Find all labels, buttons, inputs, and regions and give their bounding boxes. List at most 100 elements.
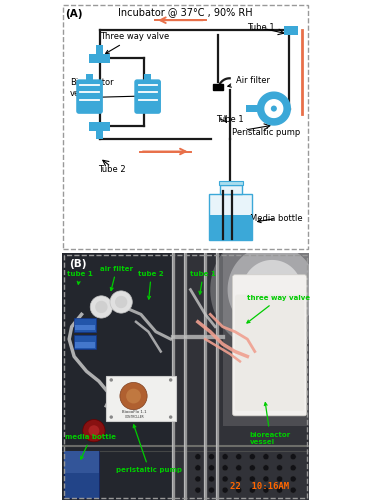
Circle shape (236, 487, 242, 493)
Bar (285, 26, 298, 35)
Circle shape (290, 465, 296, 471)
Bar (184, 252, 185, 500)
Bar (216, 252, 217, 500)
Circle shape (276, 465, 283, 471)
Text: BioooFlo 1.1: BioooFlo 1.1 (122, 410, 147, 414)
Circle shape (290, 476, 296, 482)
FancyBboxPatch shape (63, 5, 308, 248)
Bar (75, 325, 95, 330)
Bar (246, 105, 259, 112)
Circle shape (110, 291, 132, 313)
Circle shape (195, 454, 201, 460)
Bar (213, 84, 223, 90)
Text: (A): (A) (66, 9, 83, 19)
Bar (74, 318, 96, 332)
Circle shape (90, 296, 112, 318)
Text: Tube 1: Tube 1 (216, 116, 243, 124)
Circle shape (236, 454, 242, 460)
Text: tube 2: tube 2 (138, 270, 164, 299)
Bar (64, 450, 99, 498)
Circle shape (83, 420, 105, 442)
Bar (86, 74, 93, 82)
Circle shape (169, 378, 173, 382)
Bar (173, 252, 309, 500)
Bar (184, 252, 187, 500)
Polygon shape (257, 92, 290, 125)
Bar (96, 130, 103, 139)
Circle shape (109, 378, 113, 382)
Text: tube 1: tube 1 (67, 270, 92, 284)
Circle shape (195, 476, 201, 482)
Bar (75, 342, 95, 348)
Circle shape (276, 454, 283, 460)
Circle shape (169, 416, 173, 419)
Bar (210, 215, 252, 240)
Text: Three way valve: Three way valve (100, 32, 169, 54)
Text: 22  10:16AM: 22 10:16AM (230, 482, 289, 491)
Circle shape (249, 476, 255, 482)
Circle shape (222, 487, 228, 493)
Bar (171, 334, 225, 339)
FancyBboxPatch shape (135, 80, 160, 113)
Circle shape (263, 454, 269, 460)
Circle shape (263, 465, 269, 471)
Text: media bottle: media bottle (65, 434, 116, 459)
Bar (106, 376, 175, 421)
Circle shape (290, 487, 296, 493)
Bar (219, 181, 243, 185)
Text: (B): (B) (69, 258, 87, 268)
FancyBboxPatch shape (233, 275, 307, 416)
Text: tube 1: tube 1 (190, 270, 216, 294)
FancyBboxPatch shape (235, 294, 304, 411)
Bar (204, 252, 205, 500)
Bar (62, 252, 173, 500)
Text: Bioreactor: Bioreactor (70, 78, 114, 87)
Circle shape (222, 454, 228, 460)
Polygon shape (242, 260, 302, 320)
Circle shape (263, 487, 269, 493)
Text: Tube 2: Tube 2 (98, 164, 126, 173)
Circle shape (195, 487, 201, 493)
Circle shape (276, 476, 283, 482)
Circle shape (109, 416, 113, 419)
Circle shape (222, 476, 228, 482)
Circle shape (236, 476, 242, 482)
Circle shape (222, 465, 228, 471)
Circle shape (120, 382, 147, 409)
Bar (172, 252, 175, 500)
Text: CONTROLLER: CONTROLLER (125, 415, 145, 419)
Bar (204, 252, 207, 500)
Circle shape (126, 388, 141, 404)
Circle shape (276, 487, 283, 493)
Circle shape (236, 465, 242, 471)
Text: Incubator @ 37°C , 90% RH: Incubator @ 37°C , 90% RH (118, 8, 253, 18)
Bar (64, 450, 99, 473)
Circle shape (209, 487, 214, 493)
Circle shape (271, 106, 277, 112)
Text: air filter: air filter (100, 266, 133, 290)
Text: three way valve: three way valve (247, 296, 311, 323)
Circle shape (209, 465, 214, 471)
Bar (216, 252, 219, 500)
Text: Media bottle: Media bottle (250, 214, 302, 223)
Bar (144, 74, 151, 82)
Circle shape (195, 465, 201, 471)
Text: bioreactor
vessel: bioreactor vessel (250, 402, 291, 444)
Circle shape (88, 426, 99, 436)
Bar (210, 194, 252, 240)
Polygon shape (265, 100, 283, 117)
Bar (220, 185, 242, 194)
Circle shape (249, 465, 255, 471)
Polygon shape (227, 245, 317, 334)
Circle shape (209, 476, 214, 482)
Bar (74, 336, 96, 349)
Bar (96, 46, 103, 54)
Text: Peristaltic pump: Peristaltic pump (232, 128, 301, 137)
Circle shape (290, 454, 296, 460)
Circle shape (249, 454, 255, 460)
Bar (89, 54, 110, 62)
Bar (223, 252, 309, 426)
Text: vessel: vessel (70, 90, 96, 98)
Text: Air filter: Air filter (228, 76, 270, 87)
Circle shape (209, 454, 214, 460)
